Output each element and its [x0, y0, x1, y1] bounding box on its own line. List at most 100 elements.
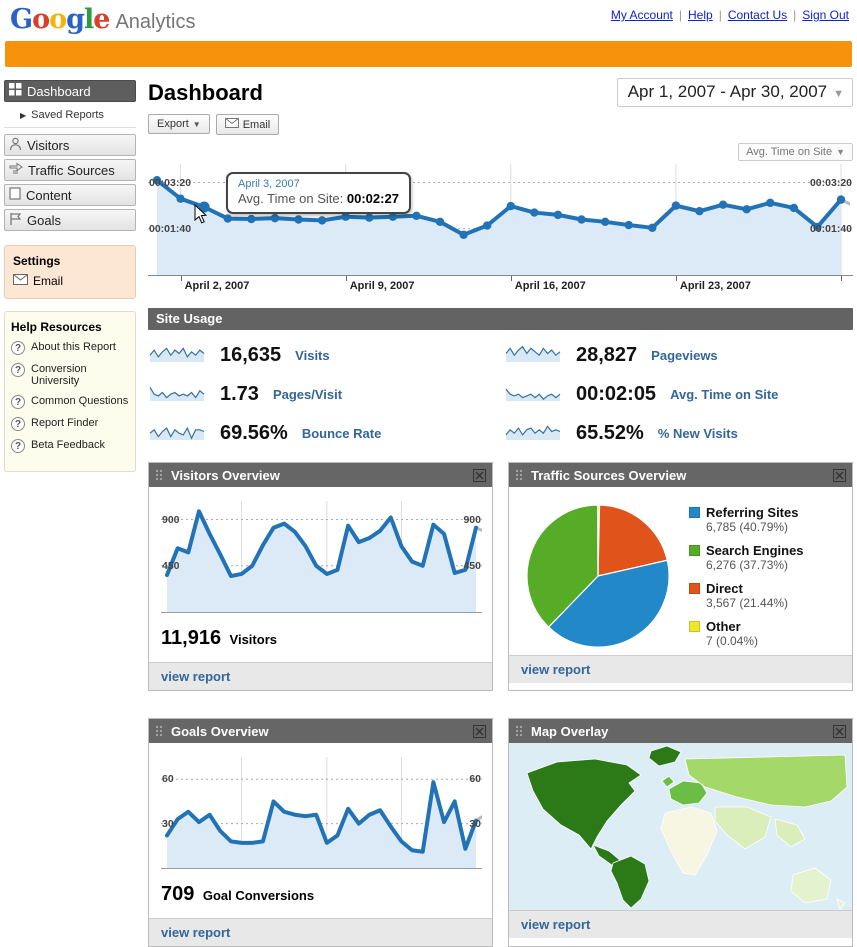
date-range-value: Apr 1, 2007 - Apr 30, 2007: [627, 82, 828, 101]
legend-swatch: [689, 583, 700, 594]
metric-value: 16,635: [220, 343, 282, 366]
widget-header[interactable]: Map Overlay: [509, 719, 852, 743]
metric-label: Pages/Visit: [272, 386, 343, 402]
drag-handle-icon[interactable]: [515, 725, 525, 737]
app-header: Google Analytics My Account | Help | Contact …: [0, 0, 857, 40]
sparkline-chart: [504, 341, 562, 370]
question-mark-icon: ?: [11, 395, 25, 409]
metric-new-visits: 65.52% % New Visits: [504, 420, 853, 446]
widget-header[interactable]: Visitors Overview: [149, 463, 492, 487]
y-axis-label: 00:03:20: [809, 176, 852, 189]
header-link-my-account[interactable]: My Account: [610, 8, 673, 22]
view-report-link[interactable]: view report: [161, 669, 231, 684]
view-report-link[interactable]: view report: [161, 925, 231, 940]
header-link-sign-out[interactable]: Sign Out: [802, 8, 849, 22]
export-button[interactable]: Export ▼: [148, 114, 210, 134]
close-icon[interactable]: [833, 724, 846, 738]
sparkline-chart: [148, 341, 206, 370]
email-button-label: Email: [242, 118, 271, 131]
sidebar-item-dashboard[interactable]: Dashboard: [4, 80, 136, 102]
view-report-link[interactable]: view report: [521, 917, 591, 932]
legend-item-other: Other 7 (0.04%): [689, 619, 804, 648]
link-divider: |: [678, 8, 682, 22]
sidebar-item-label: Visitors: [27, 137, 70, 153]
chart-metric-selector[interactable]: Avg. Time on Site ▼: [738, 143, 853, 161]
site-usage-metrics: 16,635 Visits 28,827 Pageviews 1.73 Pages/Vis…: [148, 342, 853, 446]
metric-value: 28,827: [576, 343, 638, 366]
widget-header[interactable]: Goals Overview: [149, 719, 492, 743]
help-item-conversion-university[interactable]: ? Conversion University: [11, 363, 129, 387]
help-item-beta-feedback[interactable]: ? Beta Feedback: [11, 439, 129, 453]
header-link-help[interactable]: Help: [688, 8, 713, 22]
close-icon[interactable]: [473, 724, 486, 738]
sidebar-item-saved-reports[interactable]: ▶ Saved Reports: [4, 105, 136, 128]
help-item-label: Conversion University: [31, 363, 87, 387]
email-button[interactable]: Email: [215, 114, 280, 135]
tooltip-date: April 3, 2007: [238, 178, 300, 190]
widget-header[interactable]: Traffic Sources Overview: [509, 463, 852, 487]
site-usage-header: Site Usage: [148, 308, 853, 330]
view-report-link[interactable]: view report: [521, 662, 591, 677]
widget-title: Map Overlay: [531, 723, 609, 739]
email-icon: [224, 118, 239, 131]
x-axis-tick: [345, 276, 347, 281]
metric-pages-visit: 1.73 Pages/Visit: [148, 381, 504, 407]
drag-handle-icon[interactable]: [155, 725, 165, 737]
chevron-down-icon: ▼: [836, 147, 845, 157]
help-resources-title: Help Resources: [11, 320, 102, 334]
timeline-x-axis: April 2, 2007 April 9, 2007 April 16, 2007…: [148, 276, 853, 296]
sparkline-chart: [504, 419, 562, 448]
settings-title: Settings: [13, 254, 61, 268]
date-range-selector[interactable]: Apr 1, 2007 - Apr 30, 2007 ▼: [616, 78, 853, 107]
timeline-chart-plot[interactable]: [148, 164, 850, 275]
help-item-label: Report Finder: [31, 417, 99, 429]
page-icon: [9, 187, 21, 203]
google-analytics-logo[interactable]: Google Analytics: [10, 4, 195, 35]
sidebar-item-email[interactable]: Email: [13, 274, 127, 288]
close-icon[interactable]: [473, 468, 486, 482]
help-resources-panel: Help Resources ? About this Report? Conver…: [4, 311, 136, 472]
world-map: [509, 743, 852, 910]
pie-slice-other: [597, 504, 601, 577]
sidebar-item-traffic-sources[interactable]: Traffic Sources: [4, 159, 136, 181]
sparkline-chart: [148, 380, 206, 409]
goal-conversions-label: Goal Conversions: [202, 888, 315, 903]
x-axis-label: April 2, 2007: [184, 280, 250, 292]
widget-title: Goals Overview: [171, 723, 269, 739]
help-item-label: Common Questions: [31, 395, 129, 407]
google-logo-text: Google: [10, 4, 110, 35]
chart-metric-selector-value: Avg. Time on Site: [746, 146, 833, 158]
pie-slice-referring-sites: [547, 559, 670, 648]
visitors-count-label: Visitors: [229, 632, 277, 647]
timeline-chart[interactable]: April 3, 2007 Avg. Time on Site: 00:02:2…: [148, 164, 853, 276]
sidebar-item-visitors[interactable]: Visitors: [4, 134, 136, 156]
visitors-chart: 900 900 450 450: [161, 501, 482, 613]
x-axis-label: April 16, 2007: [514, 280, 586, 292]
sidebar-item-label: Goals: [27, 212, 61, 228]
x-axis-label: April 9, 2007: [349, 280, 415, 292]
tooltip-label: Avg. Time on Site:: [238, 191, 344, 206]
x-axis-tick: [510, 276, 512, 281]
y-axis-label: 900: [463, 513, 481, 526]
sidebar-item-label: Traffic Sources: [28, 162, 115, 178]
help-item-common-questions[interactable]: ? Common Questions: [11, 395, 129, 409]
sparkline-chart: [504, 380, 562, 409]
sidebar-item-content[interactable]: Content: [4, 184, 136, 206]
pie-slice-search-engines: [526, 504, 599, 628]
metric-value: 69.56%: [220, 421, 288, 444]
sidebar-item-goals[interactable]: Goals: [4, 209, 136, 231]
person-icon: [9, 137, 22, 154]
widget-title: Visitors Overview: [171, 467, 280, 483]
header-link-contact-us[interactable]: Contact Us: [727, 8, 788, 22]
sparkline-chart: [148, 419, 206, 448]
legend-value: 3,567 (21.44%): [706, 596, 789, 610]
traffic-pie-chart: [526, 504, 670, 648]
help-item-about-this-report[interactable]: ? About this Report: [11, 341, 129, 355]
metric-pageviews: 28,827 Pageviews: [504, 342, 853, 368]
drag-handle-icon[interactable]: [155, 469, 165, 481]
help-item-label: Beta Feedback: [31, 439, 105, 451]
close-icon[interactable]: [833, 468, 846, 482]
goal-conversions-count: 709: [161, 883, 195, 905]
help-item-report-finder[interactable]: ? Report Finder: [11, 417, 129, 431]
drag-handle-icon[interactable]: [515, 469, 525, 481]
